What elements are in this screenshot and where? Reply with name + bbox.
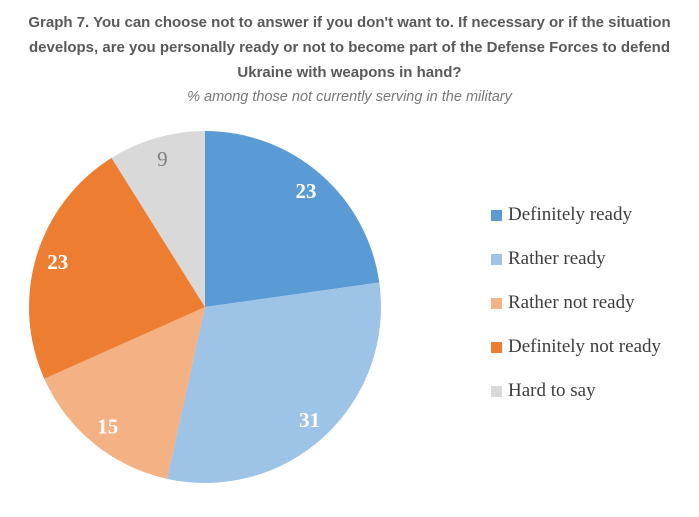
legend-swatch-icon: [491, 341, 502, 353]
pie-chart: 23 31 15 23 9: [29, 131, 382, 483]
legend-item-hard-to-say: Hard to say: [491, 369, 661, 413]
pie-slice-value-definitely-ready: 23: [296, 179, 317, 203]
legend-label: Rather not ready: [508, 292, 635, 313]
legend-item-rather-not-ready: Rather not ready: [491, 281, 661, 325]
legend-swatch-icon: [491, 209, 502, 221]
pie-slice-rather-ready: [166, 282, 382, 483]
legend-label: Definitely ready: [508, 204, 632, 225]
pie-slice-definitely-ready: [205, 131, 380, 307]
legend-swatch-icon: [491, 297, 502, 309]
pie-slice-value-rather-not-ready: 15: [97, 414, 118, 438]
pie-slice-hard-to-say: [111, 131, 205, 307]
legend-item-definitely-ready: Definitely ready: [491, 193, 661, 237]
chart-title-line: Graph 7. You can choose not to answer if…: [28, 14, 671, 31]
pie-slice-definitely-not-ready: [29, 157, 206, 379]
legend-item-definitely-not-ready: Definitely not ready: [491, 325, 661, 369]
legend: Definitely ready Rather ready Rather not r…: [491, 193, 661, 413]
chart-title: Graph 7. You can choose not to answer if…: [0, 10, 699, 85]
legend-label: Rather ready: [508, 248, 606, 269]
chart-subtitle: % among those not currently serving in t…: [187, 89, 512, 105]
legend-label: Definitely not ready: [508, 336, 662, 357]
pie-slice-value-hard-to-say: 9: [157, 147, 168, 171]
pie-slice-value-rather-ready: 31: [299, 408, 320, 432]
pie-slice-value-definitely-not-ready: 23: [47, 250, 68, 274]
legend-label: Hard to say: [508, 380, 596, 401]
legend-swatch-icon: [491, 385, 502, 397]
pie-slice-rather-not-ready: [44, 307, 205, 479]
legend-swatch-icon: [491, 253, 502, 265]
chart-title-line: Ukraine with weapons in hand?: [237, 64, 462, 81]
chart-title-line: develops, are you personally ready or no…: [29, 39, 670, 56]
chart-header: Graph 7. You can choose not to answer if…: [0, 10, 699, 109]
legend-item-rather-ready: Rather ready: [491, 237, 661, 281]
